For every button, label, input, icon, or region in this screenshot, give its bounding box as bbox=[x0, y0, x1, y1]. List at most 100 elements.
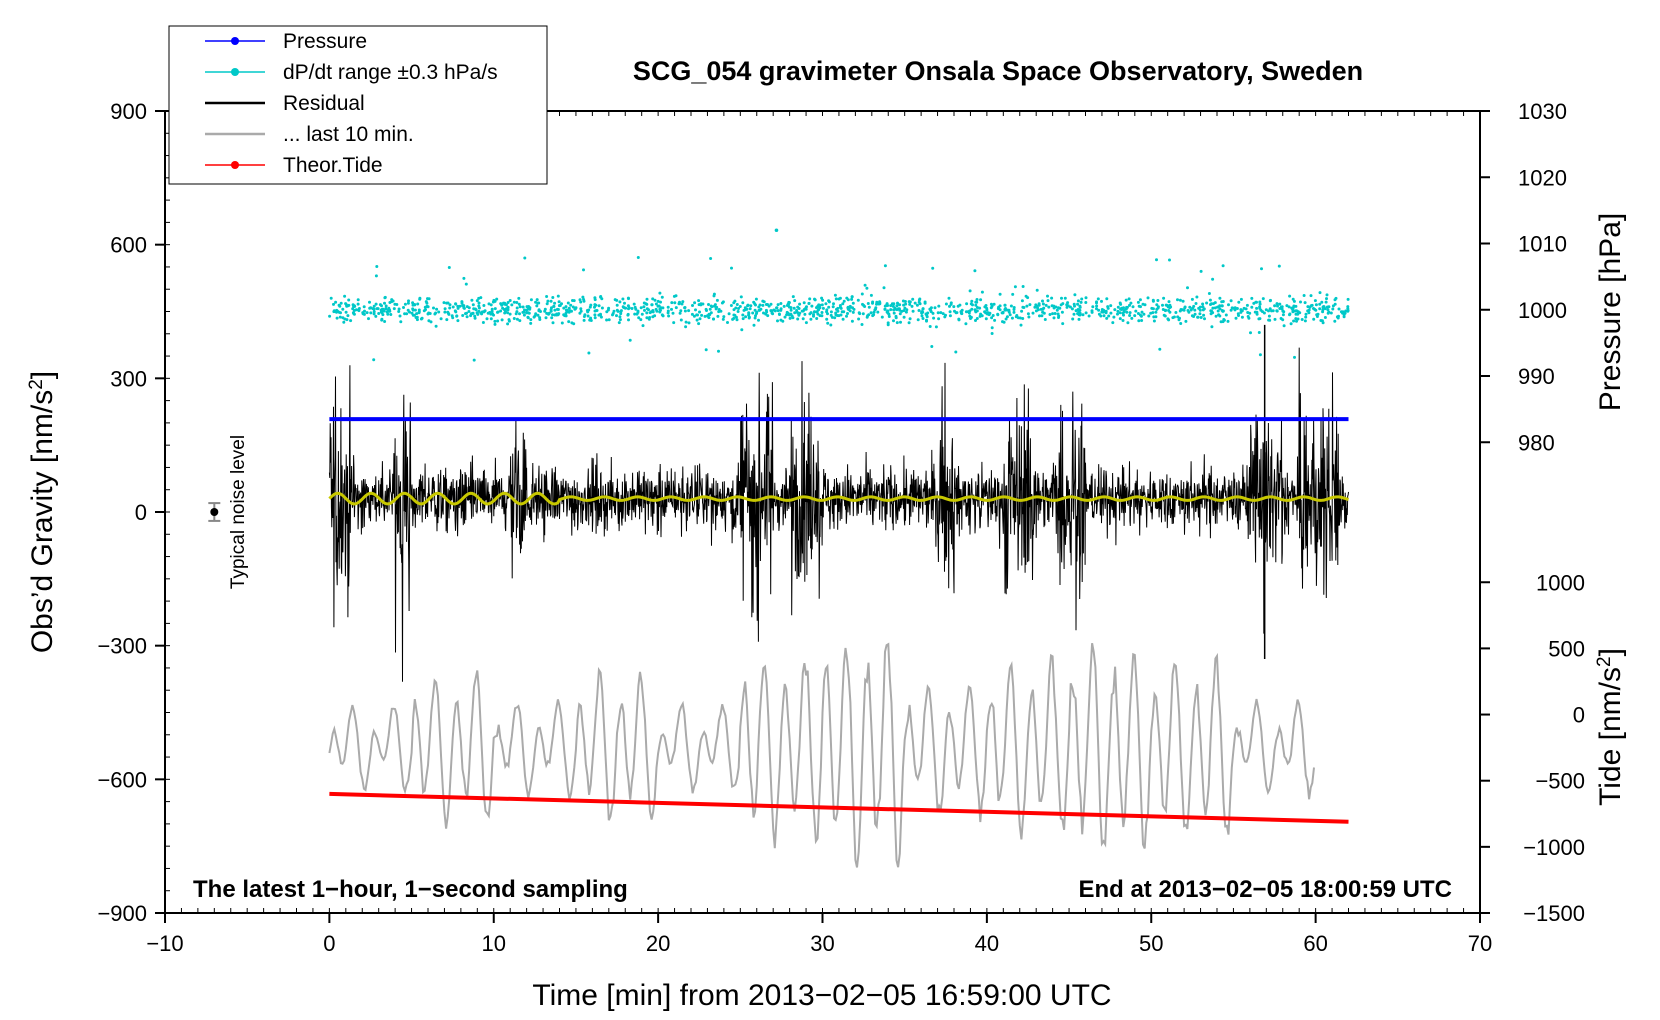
dpdt-point bbox=[1151, 298, 1155, 302]
dpdt-point bbox=[1257, 317, 1261, 321]
dpdt-point bbox=[860, 292, 864, 296]
dpdt-point bbox=[567, 306, 571, 310]
dpdt-point bbox=[528, 307, 532, 311]
dpdt-point bbox=[871, 300, 875, 304]
dpdt-point bbox=[1246, 315, 1250, 318]
dpdt-point bbox=[791, 295, 795, 299]
dpdt-point bbox=[801, 317, 805, 321]
dpdt-point bbox=[866, 314, 870, 318]
dpdt-point bbox=[384, 304, 388, 308]
dpdt-point bbox=[1141, 302, 1145, 306]
dpdt-point bbox=[761, 303, 765, 307]
y-left-tick-label: 300 bbox=[110, 366, 147, 391]
dpdt-point bbox=[777, 312, 781, 316]
dpdt-point bbox=[741, 301, 745, 305]
dpdt-point bbox=[411, 308, 415, 312]
dpdt-point bbox=[1071, 317, 1075, 321]
dpdt-point bbox=[920, 314, 924, 318]
dpdt-point bbox=[1319, 319, 1323, 322]
dpdt-point bbox=[846, 312, 849, 315]
dpdt-point bbox=[491, 300, 495, 304]
dpdt-point bbox=[766, 314, 770, 318]
dpdt-point bbox=[529, 298, 533, 302]
dpdt-point bbox=[1255, 310, 1259, 314]
dpdt-point bbox=[1018, 316, 1022, 320]
dpdt-point bbox=[338, 315, 342, 319]
dpdt-point bbox=[1158, 347, 1162, 351]
dpdt-point bbox=[1155, 307, 1159, 311]
dpdt-point bbox=[1192, 315, 1196, 318]
dpdt-point bbox=[722, 315, 726, 319]
dpdt-point bbox=[730, 266, 733, 270]
dpdt-point bbox=[526, 311, 530, 315]
dpdt-point bbox=[482, 304, 486, 307]
dpdt-point bbox=[1309, 294, 1313, 298]
dpdt-point bbox=[594, 309, 598, 313]
dpdt-point bbox=[973, 308, 977, 312]
dpdt-point bbox=[1318, 302, 1322, 306]
dpdt-point bbox=[1246, 311, 1250, 314]
dpdt-point bbox=[506, 301, 510, 304]
dpdt-point bbox=[984, 317, 988, 321]
dpdt-point bbox=[368, 306, 372, 310]
dpdt-point bbox=[332, 302, 335, 306]
dpdt-point bbox=[1187, 310, 1191, 314]
data-layer bbox=[328, 228, 1350, 868]
dpdt-point bbox=[969, 302, 973, 306]
dpdt-point bbox=[560, 321, 564, 325]
dpdt-point bbox=[562, 306, 566, 310]
dpdt-point bbox=[1097, 312, 1101, 316]
dpdt-point bbox=[713, 303, 717, 307]
dpdt-point bbox=[659, 300, 662, 304]
dpdt-point bbox=[458, 304, 462, 308]
dpdt-point bbox=[473, 314, 477, 318]
dpdt-point bbox=[1001, 320, 1004, 324]
dpdt-point bbox=[908, 302, 912, 306]
dpdt-point bbox=[974, 300, 978, 304]
dpdt-point bbox=[599, 315, 603, 319]
dpdt-point bbox=[1282, 324, 1286, 328]
dpdt-point bbox=[356, 298, 360, 302]
dpdt-point bbox=[1221, 264, 1225, 268]
dpdt-point bbox=[902, 315, 906, 319]
dpdt-point bbox=[857, 317, 861, 321]
dpdt-point bbox=[683, 309, 687, 313]
dpdt-point bbox=[552, 305, 556, 308]
dpdt-point bbox=[783, 315, 787, 319]
dpdt-point bbox=[818, 314, 822, 318]
dpdt-point bbox=[1134, 309, 1138, 313]
dpdt-point bbox=[1138, 298, 1142, 302]
dpdt-point bbox=[978, 314, 982, 318]
dpdt-point bbox=[1203, 317, 1206, 321]
dpdt-point bbox=[1250, 305, 1254, 309]
legend-label: ... last 10 min. bbox=[283, 123, 414, 146]
dpdt-point bbox=[628, 338, 632, 342]
dpdt-point bbox=[597, 313, 601, 317]
dpdt-point bbox=[1020, 299, 1024, 303]
dpdt-point bbox=[796, 311, 800, 315]
legend-label: Pressure bbox=[283, 30, 367, 53]
dpdt-point bbox=[789, 312, 793, 316]
dpdt-point bbox=[699, 302, 703, 306]
dpdt-point bbox=[815, 306, 818, 310]
dpdt-point bbox=[826, 321, 830, 325]
tide-tick-label: −1000 bbox=[1523, 835, 1585, 860]
dpdt-point bbox=[472, 358, 476, 362]
y-axis-left-title: Obs’d Gravity [nm/s2] bbox=[26, 371, 60, 653]
dpdt-point bbox=[641, 324, 645, 328]
dpdt-point bbox=[1197, 306, 1201, 310]
dpdt-point bbox=[586, 314, 590, 318]
dpdt-point bbox=[1222, 318, 1226, 322]
dpdt-point bbox=[447, 266, 451, 269]
dpdt-point bbox=[851, 310, 855, 314]
dpdt-point bbox=[1060, 310, 1064, 314]
dpdt-point bbox=[1217, 313, 1221, 317]
dpdt-point bbox=[904, 310, 908, 314]
dpdt-point bbox=[998, 292, 1002, 296]
dpdt-point bbox=[958, 303, 962, 307]
dpdt-point bbox=[920, 310, 924, 314]
dpdt-point bbox=[1324, 300, 1328, 304]
dpdt-point bbox=[645, 297, 649, 301]
pressure-tick-label: 1010 bbox=[1518, 232, 1567, 257]
dpdt-point bbox=[634, 307, 638, 311]
